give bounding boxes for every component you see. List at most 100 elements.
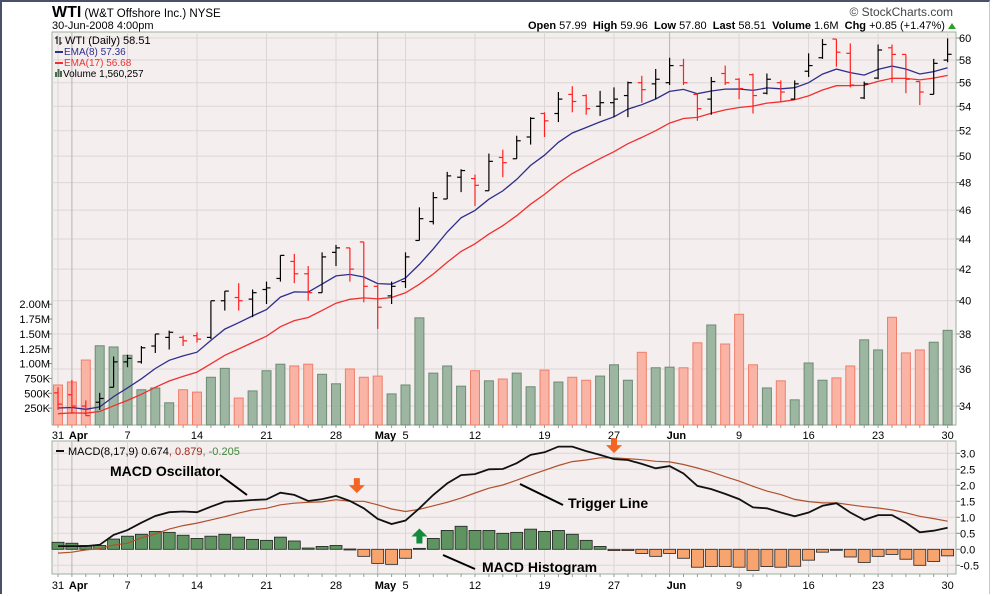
macd-histogram-bar xyxy=(927,548,941,562)
volume-bar xyxy=(428,372,439,426)
volume-bars-icon xyxy=(55,69,62,77)
volume-bar xyxy=(650,367,661,426)
macd-axis-label: 0.5 xyxy=(960,528,975,540)
ohlc-bar xyxy=(693,93,702,121)
macd-histogram-bar xyxy=(857,548,871,563)
ohlc-bar xyxy=(623,81,632,118)
legend-price: WTI (Daily) 58.51 xyxy=(65,35,151,47)
macd-histogram-bar xyxy=(718,548,732,567)
ohlc-bar xyxy=(790,80,799,100)
date-axis-label: 5 xyxy=(402,580,408,592)
date-axis-label: 5 xyxy=(402,430,408,442)
volume-bar xyxy=(914,349,925,426)
volume-value: 1.6M xyxy=(814,20,839,32)
volume-bar xyxy=(734,313,745,426)
macd-histogram-bar xyxy=(468,530,482,550)
volume-bar xyxy=(192,391,202,426)
volume-bar xyxy=(386,393,397,426)
macd-histogram-bar xyxy=(232,536,246,550)
volume-bar xyxy=(859,339,870,426)
macd-histogram-bar xyxy=(774,548,788,568)
macd-histogram-bar xyxy=(287,540,301,550)
date-axis-label: May xyxy=(375,580,397,592)
volume-axis-label: 500K xyxy=(24,388,50,400)
ohlc-bar xyxy=(179,335,188,347)
ohlc-bar xyxy=(457,169,466,193)
date-axis-label: 7 xyxy=(124,430,130,442)
ohlc-bar xyxy=(874,44,883,80)
price-axis-label: 54 xyxy=(959,101,971,113)
price-axis-label: 40 xyxy=(959,296,971,308)
price-axis-label: 36 xyxy=(959,364,971,376)
macd-histogram-bar xyxy=(190,538,204,550)
macd-histogram-bar xyxy=(162,531,176,550)
volume-bar xyxy=(581,379,592,426)
legend-ema17: EMA(17) 56.68 xyxy=(64,58,132,69)
date-axis-label: 28 xyxy=(330,430,342,442)
histogram-value: , -0.205 xyxy=(203,446,240,458)
ohlc-bar xyxy=(81,400,90,417)
macd-histogram-bar xyxy=(802,548,815,561)
volume-bar xyxy=(887,316,897,426)
volume-bar xyxy=(748,364,758,426)
ohlc-bar xyxy=(54,387,62,410)
ohlc-bar xyxy=(735,78,744,100)
macd-legend: MACD(8,17,9) 0.674, 0.879, -0.205 xyxy=(56,446,240,458)
ohlc-bar xyxy=(929,58,938,95)
macd-legend-text: MACD(8,17,9) 0.674, 0.879, -0.205 xyxy=(68,446,240,458)
chart-title: WTI (W&T Offshore Inc.) NYSE xyxy=(52,4,221,22)
price-axis-label: 46 xyxy=(959,205,971,217)
macd-histogram-bar xyxy=(552,530,565,550)
ohlc-bar xyxy=(526,117,535,145)
ohlc-bar xyxy=(665,57,674,86)
ohlc-bar xyxy=(498,149,507,178)
signal-value: , 0.879 xyxy=(169,446,203,458)
ohlc-bar xyxy=(721,65,730,86)
volume-bar xyxy=(470,370,480,426)
ohlc-bar xyxy=(568,86,577,113)
volume-bar xyxy=(831,377,842,426)
macd-histogram-bar xyxy=(218,533,232,550)
ohlc-bar xyxy=(679,58,688,86)
low-value: 57.80 xyxy=(679,20,707,32)
ohlc-bar xyxy=(804,53,813,77)
volume-bar xyxy=(525,386,536,426)
stockcharts-logo[interactable]: © StockCharts.com xyxy=(849,5,953,19)
macd-histogram-bar xyxy=(788,548,802,567)
ohlc-bar xyxy=(582,94,591,115)
date-axis-label: Apr xyxy=(69,430,89,442)
macd-histogram-bar xyxy=(496,532,510,550)
ohlc-bar xyxy=(67,379,76,414)
macd-histogram-bar xyxy=(941,548,954,557)
volume-axis-label: 1.00M xyxy=(19,359,50,371)
volume-axis-label: 1.25M xyxy=(19,344,50,356)
macd-histogram-bar xyxy=(885,548,899,555)
open-label: Open xyxy=(527,20,557,32)
macd-histogram-bar xyxy=(482,530,496,550)
volume-axis-label: 1.75M xyxy=(19,314,50,326)
macd-histogram-bar xyxy=(579,539,593,550)
ohlc-bar xyxy=(345,247,354,282)
volume-axis-label: 750K xyxy=(24,373,50,385)
macd-histogram-bar xyxy=(816,548,829,553)
macd-histogram-bar xyxy=(663,548,676,554)
chart-datetime: 30-Jun-2008 4:00pm xyxy=(52,20,154,32)
volume-bar xyxy=(928,341,939,426)
volume-bar xyxy=(400,384,411,426)
macd-value: MACD(8,17,9) 0.674 xyxy=(68,446,169,458)
macd-histogram-bar xyxy=(357,548,371,557)
ohlc-bar xyxy=(554,92,563,123)
price-axis-label: 58 xyxy=(959,55,971,67)
macd-axis-label: 1.5 xyxy=(960,496,975,508)
ohlc-bar xyxy=(206,300,215,340)
macd-axis-label: -0.5 xyxy=(960,560,979,572)
volume-bar xyxy=(483,380,494,426)
volume-bar xyxy=(303,363,314,426)
ohlc-bar xyxy=(304,266,313,301)
ema17-swatch xyxy=(55,62,63,64)
date-axis-label: May xyxy=(375,430,397,442)
macd-histogram-bar xyxy=(426,538,440,550)
price-axis-label: 44 xyxy=(959,234,971,246)
date-axis-label: 12 xyxy=(469,430,481,442)
